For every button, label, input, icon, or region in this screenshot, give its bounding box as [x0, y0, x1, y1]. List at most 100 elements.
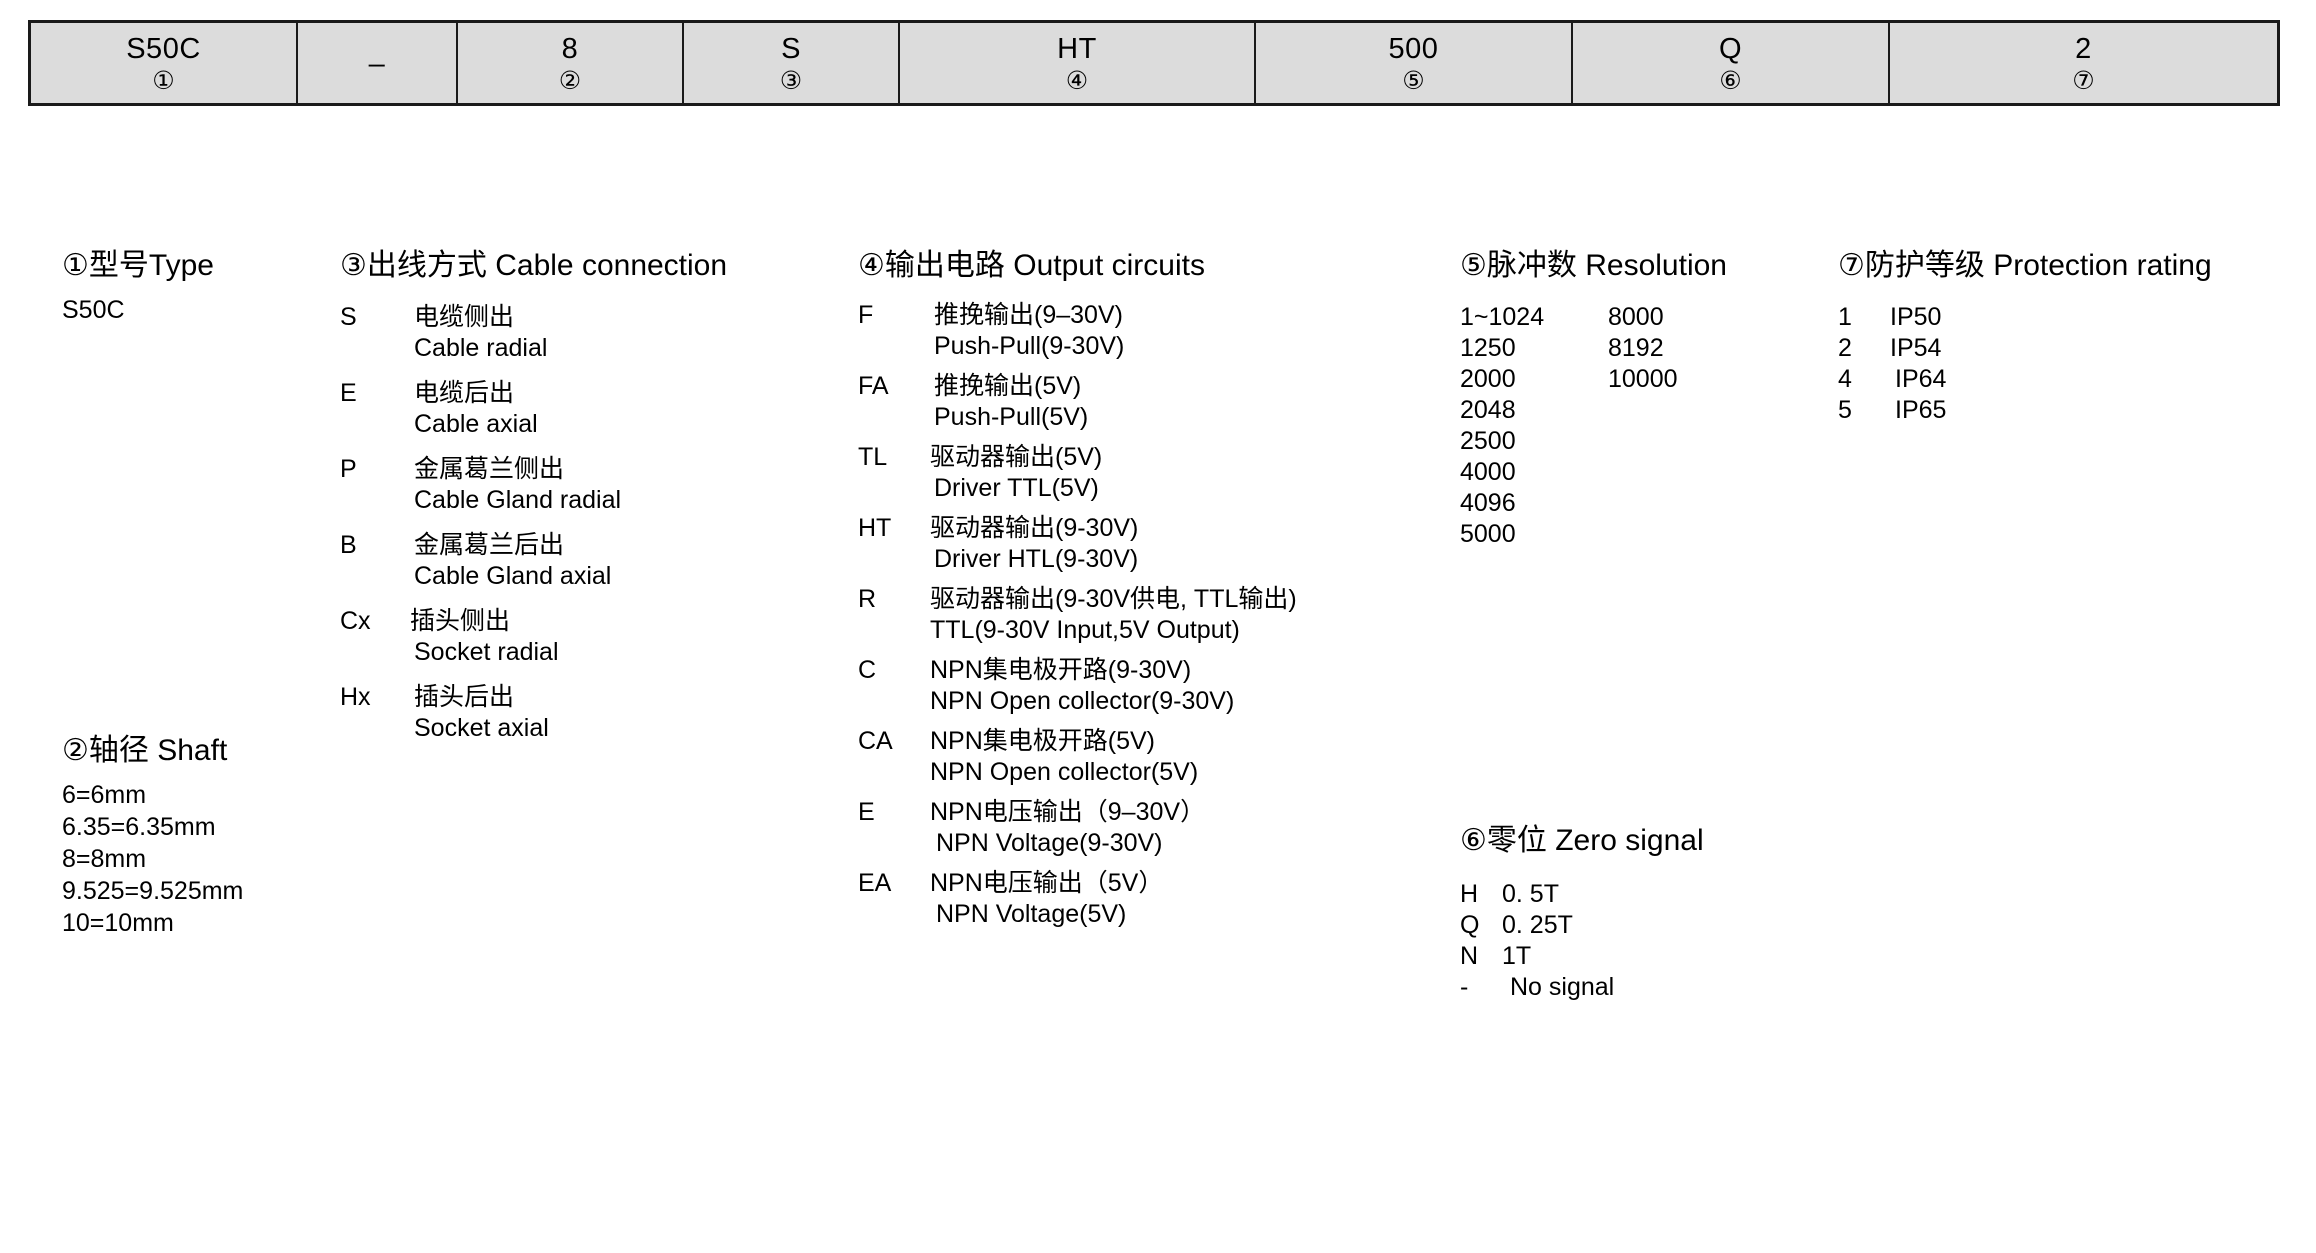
list-item: N 1T	[1460, 941, 1704, 972]
entry-key: E	[858, 798, 875, 826]
code-cell-marker: ③	[779, 67, 803, 95]
section-type: ①型号Type S50C	[62, 248, 214, 326]
entry-label-en: NPN Open collector(9-30V)	[930, 687, 1235, 715]
list-item: 10000	[1608, 365, 1678, 393]
entry-key: P	[340, 455, 357, 483]
entry-key: 4	[1838, 365, 1852, 393]
entry-value: IP65	[1895, 396, 1947, 424]
section-title: ①型号Type	[62, 249, 214, 282]
entry-values: 电缆侧出 Cable radial	[396, 302, 547, 364]
entry-key: -	[1460, 973, 1469, 1001]
list-item: 8000	[1608, 303, 1664, 331]
list-item: 4096	[1460, 489, 1516, 517]
list-item: 10=10mm	[62, 909, 174, 937]
list-item: 1250	[1460, 334, 1516, 362]
code-cell-value: –	[368, 48, 386, 80]
section-resolution: ⑤脉冲数 Resolution 1~1024 1250 2000 2048 25…	[1460, 248, 1727, 550]
entry-values: 驱动器输出(5V) Driver TTL(5V)	[916, 442, 1102, 504]
type-list: S50C	[62, 294, 214, 326]
section-output-circuits: ④输出电路 Output circuits F 推挽输出(9‒30V) Push…	[858, 248, 1297, 930]
code-cell-shaft: 8 ②	[458, 23, 684, 103]
entry-value: 0. 25T	[1502, 911, 1573, 939]
entry-values: NPN集电极开路(9-30V) NPN Open collector(9-30V…	[916, 655, 1234, 717]
entry-values: 电缆后出 Cable axial	[396, 378, 538, 440]
entry-values: NPN电压输出（5V） NPN Voltage(5V)	[916, 868, 1163, 930]
list-item: 4 IP64	[1838, 364, 2212, 395]
code-cell-separator: –	[298, 23, 458, 103]
entry-values: 插头侧出 Socket radial	[396, 606, 559, 668]
entry-label-en: NPN Open collector(5V)	[930, 758, 1199, 786]
entry-key: 2	[1838, 334, 1852, 362]
list-item: C NPN集电极开路(9-30V) NPN Open collector(9-3…	[858, 655, 1297, 717]
entry-key: C	[858, 656, 877, 684]
list-item: H 0. 5T	[1460, 879, 1704, 910]
list-item: - No signal	[1460, 972, 1704, 1003]
entry-label-zh: NPN集电极开路(5V)	[930, 727, 1156, 755]
entry-values: NPN电压输出（9‒30V） NPN Voltage(9-30V)	[916, 797, 1205, 859]
code-cell-value: HT	[1057, 33, 1097, 65]
list-item: 8192	[1608, 334, 1664, 362]
list-item: Hx 插头后出 Socket axial	[340, 682, 727, 744]
code-cell-value: 8	[561, 33, 579, 65]
entry-key: S	[340, 303, 357, 331]
entry-key: Cx	[340, 607, 371, 635]
code-cell-marker: ⑤	[1402, 67, 1425, 95]
entry-value: IP64	[1895, 365, 1947, 393]
entry-label-zh: 金属葛兰侧出	[414, 455, 565, 483]
entry-key: FA	[858, 372, 889, 400]
entry-label-zh: 电缆侧出	[414, 303, 515, 331]
entry-key: F	[858, 301, 874, 329]
code-cell-value: Q	[1718, 33, 1743, 65]
cable-connection-list: S 电缆侧出 Cable radial E 电缆后出 Cable axial P…	[340, 302, 727, 744]
entry-key: R	[858, 585, 877, 613]
list-item: 6.35=6.35mm	[62, 813, 216, 841]
list-item: S 电缆侧出 Cable radial	[340, 302, 727, 364]
list-item: CA NPN集电极开路(5V) NPN Open collector(5V)	[858, 726, 1297, 788]
entry-key: 1	[1838, 303, 1852, 331]
section-title: ④输出电路 Output circuits	[858, 249, 1205, 282]
shaft-list: 6=6mm 6.35=6.35mm 8=8mm 9.525=9.525mm 10…	[62, 779, 243, 939]
list-item: 2048	[1460, 396, 1516, 424]
code-cell-zero-signal: Q ⑥	[1573, 23, 1890, 103]
entry-key: EA	[858, 869, 892, 897]
entry-label-zh: 插头侧出	[410, 607, 511, 635]
list-item: P 金属葛兰侧出 Cable Gland radial	[340, 454, 727, 516]
entry-value: IP54	[1890, 334, 1942, 362]
entry-label-en: Push-Pull(5V)	[934, 403, 1089, 431]
list-item: 5 IP65	[1838, 395, 2212, 426]
list-item: S50C	[62, 296, 125, 324]
code-cell-marker: ②	[558, 67, 582, 95]
entry-key: H	[1460, 880, 1479, 908]
section-zero-signal: ⑥零位 Zero signal H 0. 5T Q 0. 25T N 1T - …	[1460, 823, 1704, 1003]
entry-label-zh: 推挽输出(9‒30V)	[934, 301, 1123, 329]
list-item: 5000	[1460, 520, 1516, 548]
entry-values: 推挽输出(9‒30V) Push-Pull(9-30V)	[916, 300, 1124, 362]
resolution-column-left: 1~1024 1250 2000 2048 2500 4000 4096 500…	[1460, 302, 1608, 550]
entry-label-en: Driver TTL(5V)	[934, 474, 1099, 502]
entry-label-en: Socket axial	[414, 714, 549, 742]
list-item: Cx 插头侧出 Socket radial	[340, 606, 727, 668]
entry-key: B	[340, 531, 357, 559]
entry-label-en: Driver HTL(9-30V)	[934, 545, 1139, 573]
entry-label-zh: 插头后出	[414, 683, 515, 711]
entry-label-zh: 驱动器输出(9-30V供电, TTL输出)	[930, 585, 1297, 613]
resolution-grid: 1~1024 1250 2000 2048 2500 4000 4096 500…	[1460, 302, 1727, 550]
entry-key: TL	[858, 443, 888, 471]
list-item: 6=6mm	[62, 781, 147, 809]
list-item: 1~1024	[1460, 303, 1545, 331]
code-cell-marker: ⑥	[1719, 67, 1742, 95]
entry-key: 5	[1838, 396, 1852, 424]
resolution-column-right: 8000 8192 10000	[1608, 302, 1678, 550]
output-circuits-list: F 推挽输出(9‒30V) Push-Pull(9-30V) FA 推挽输出(5…	[858, 300, 1297, 930]
entry-label-en: TTL(9-30V Input,5V Output)	[930, 616, 1240, 644]
entry-value: 0. 5T	[1502, 880, 1559, 908]
entry-label-en: Cable Gland axial	[414, 562, 612, 590]
section-protection-rating: ⑦防护等级 Protection rating 1 IP50 2 IP54 4 …	[1838, 248, 2212, 426]
list-item: F 推挽输出(9‒30V) Push-Pull(9-30V)	[858, 300, 1297, 362]
code-cell-resolution: 500 ⑤	[1256, 23, 1573, 103]
entry-value: IP50	[1890, 303, 1942, 331]
section-cable-connection: ③出线方式 Cable connection S 电缆侧出 Cable radi…	[340, 248, 727, 744]
entry-key: HT	[858, 514, 892, 542]
zero-signal-list: H 0. 5T Q 0. 25T N 1T - No signal	[1460, 879, 1704, 1003]
code-cell-type: S50C ①	[31, 23, 298, 103]
